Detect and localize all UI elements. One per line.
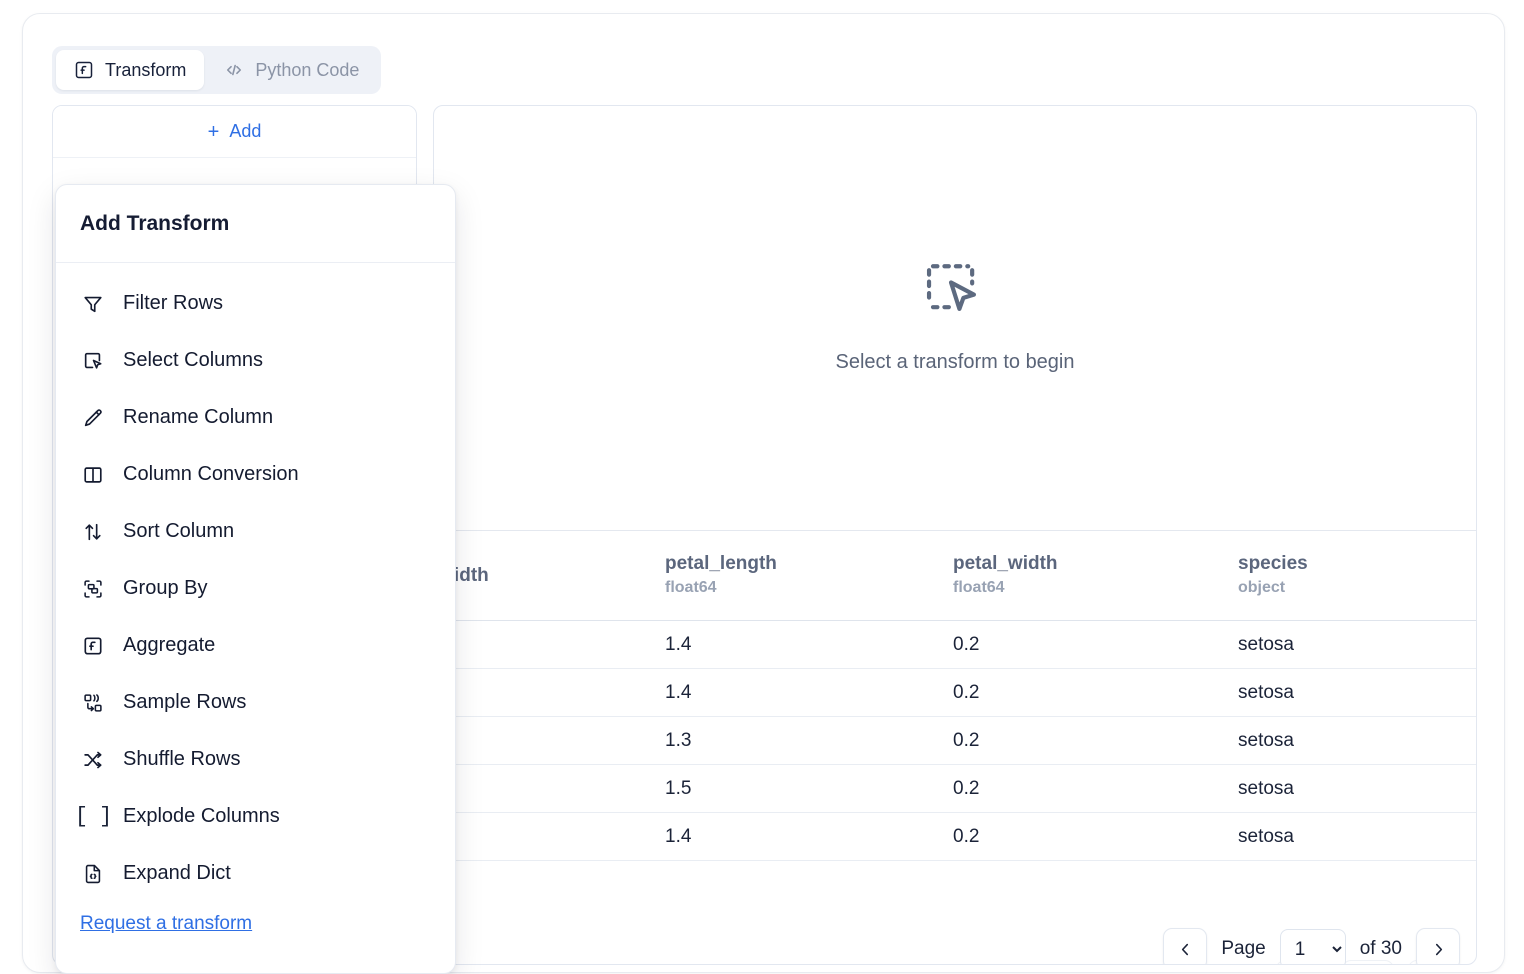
cell-petal-width: 0.2 <box>947 764 1232 813</box>
file-braces-icon <box>80 861 106 887</box>
data-preview-table: sepal_width petal_length float64 petal_w… <box>433 530 1476 861</box>
table-row[interactable]: 1.4 0.2 setosa <box>434 620 1476 669</box>
transform-option-label: Aggregate <box>123 634 216 656</box>
transform-option-select-columns[interactable]: Select Columns <box>56 332 455 389</box>
column-header-petal-length[interactable]: petal_length float64 <box>659 530 947 621</box>
transform-option-group-by[interactable]: Group By <box>56 560 455 617</box>
funnel-icon <box>80 291 106 317</box>
page-total-label: of 30 <box>1359 938 1402 959</box>
cell-sepal-width <box>434 764 659 813</box>
tab-transform[interactable]: Transform <box>56 50 205 90</box>
transform-option-filter-rows[interactable]: Filter Rows <box>56 275 455 332</box>
cell-petal-width: 0.2 <box>947 668 1232 717</box>
transform-option-rename-column[interactable]: Rename Column <box>56 389 455 446</box>
pagination: Page 1 of 30 <box>1163 928 1460 964</box>
cell-species: setosa <box>1232 812 1476 861</box>
cell-petal-length: 1.4 <box>659 668 947 717</box>
transform-option-label: Group By <box>123 577 208 599</box>
cell-petal-width: 0.2 <box>947 716 1232 765</box>
cell-petal-length: 1.4 <box>659 812 947 861</box>
transform-option-label: Sample Rows <box>123 691 247 713</box>
cell-petal-length: 1.4 <box>659 620 947 669</box>
cell-petal-length: 1.5 <box>659 764 947 813</box>
transform-option-label: Column Conversion <box>123 463 299 485</box>
code-slash-icon <box>224 60 244 80</box>
transform-option-shuffle-rows[interactable]: Shuffle Rows <box>56 731 455 788</box>
cell-species: setosa <box>1232 716 1476 765</box>
plus-icon: + <box>207 120 220 143</box>
transform-option-label: Expand Dict <box>123 862 231 884</box>
prev-page-button[interactable] <box>1163 928 1208 964</box>
transform-option-column-conversion[interactable]: Column Conversion <box>56 446 455 503</box>
brackets-icon: [ ] <box>74 804 113 829</box>
page-label: Page <box>1221 938 1266 959</box>
function-box-icon <box>74 60 94 80</box>
column-name: petal_length <box>665 552 777 574</box>
shuffle-icon <box>80 747 106 773</box>
column-name: species <box>1238 552 1308 574</box>
transform-options-list: Filter Rows Select Columns <box>56 263 455 935</box>
cell-species: setosa <box>1232 668 1476 717</box>
transform-option-label: Explode Columns <box>123 805 280 827</box>
next-page-button[interactable] <box>1416 928 1460 964</box>
transform-option-sample-rows[interactable]: Sample Rows <box>56 674 455 731</box>
transform-option-label: Rename Column <box>123 406 274 428</box>
empty-state-message: Select a transform to begin <box>835 350 1075 373</box>
tab-python-code-label: Python Code <box>255 59 360 80</box>
popover-title: Add Transform <box>56 185 455 263</box>
cell-sepal-width <box>434 812 659 861</box>
tab-python-code[interactable]: Python Code <box>206 50 377 90</box>
column-header-sepal-width[interactable]: sepal_width <box>433 530 659 621</box>
column-header-species[interactable]: species object <box>1232 530 1476 621</box>
tab-transform-label: Transform <box>105 59 187 80</box>
cell-species: setosa <box>1232 620 1476 669</box>
column-name: petal_width <box>953 552 1058 574</box>
dashed-square-cursor-icon <box>922 259 988 321</box>
sample-rows-icon <box>80 690 106 716</box>
transform-option-label: Filter Rows <box>123 292 224 314</box>
chevron-right-icon <box>1430 941 1447 958</box>
cell-sepal-width <box>434 668 659 717</box>
main-content-panel: Select a transform to begin sepal_width … <box>433 105 1477 965</box>
cell-petal-length: 1.3 <box>659 716 947 765</box>
column-name: sepal_width <box>433 564 489 586</box>
cursor-select-icon <box>80 348 106 374</box>
cell-sepal-width <box>434 716 659 765</box>
request-a-transform-link[interactable]: Request a transform <box>80 913 253 934</box>
cell-sepal-width <box>434 620 659 669</box>
transform-option-label: Sort Column <box>123 520 235 542</box>
chevron-left-icon <box>1177 941 1194 958</box>
column-dtype: float64 <box>953 579 1005 597</box>
transform-option-label: Select Columns <box>123 349 264 371</box>
cell-species: setosa <box>1232 764 1476 813</box>
table-row[interactable]: 1.4 0.2 setosa <box>434 668 1476 717</box>
pencil-icon <box>80 405 106 431</box>
transform-option-label: Shuffle Rows <box>123 748 241 770</box>
app-shell: Transform Python Code + Add <box>22 13 1505 974</box>
tab-strip: Transform Python Code <box>52 46 382 94</box>
transform-option-aggregate[interactable]: Aggregate <box>56 617 455 674</box>
column-header-petal-width[interactable]: petal_width float64 <box>947 530 1232 621</box>
table-row[interactable]: 1.4 0.2 setosa <box>434 812 1476 861</box>
table-row[interactable]: 1.5 0.2 setosa <box>434 764 1476 813</box>
sort-arrows-icon <box>80 519 106 545</box>
columns-split-icon <box>80 462 106 488</box>
function-box-icon <box>80 633 106 659</box>
transform-option-sort-column[interactable]: Sort Column <box>56 503 455 560</box>
column-dtype: object <box>1238 579 1286 597</box>
table-row[interactable]: 1.3 0.2 setosa <box>434 716 1476 765</box>
group-frame-icon <box>80 576 106 602</box>
add-transform-button[interactable]: + Add <box>53 106 416 158</box>
cell-petal-width: 0.2 <box>947 620 1232 669</box>
cell-petal-width: 0.2 <box>947 812 1232 861</box>
column-dtype: float64 <box>665 579 717 597</box>
transform-option-explode-columns[interactable]: [ ] Explode Columns <box>56 788 455 845</box>
page-select[interactable]: 1 <box>1279 929 1346 964</box>
empty-state: Select a transform to begin <box>434 106 1476 526</box>
add-button-label: Add <box>229 121 262 141</box>
table-header-row: sepal_width petal_length float64 petal_w… <box>433 530 1476 621</box>
add-transform-popover: Add Transform Filter Rows Select Colu <box>55 184 456 974</box>
transform-option-expand-dict[interactable]: Expand Dict <box>56 845 455 902</box>
table-body: 1.4 0.2 setosa 1.4 0.2 setosa 1.3 0.2 se… <box>434 620 1476 861</box>
